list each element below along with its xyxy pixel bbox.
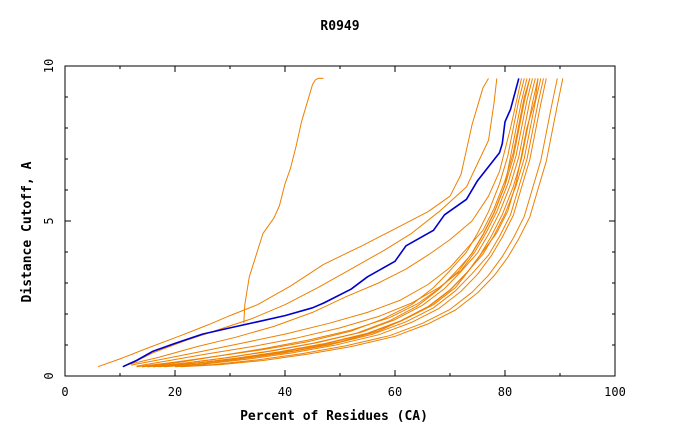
x-tick-label: 60 (388, 385, 402, 399)
series-layer (97, 77, 564, 368)
series-line-13 (130, 78, 531, 366)
y-tick-label: 0 (42, 372, 56, 379)
y-tick-label: 5 (42, 217, 56, 224)
y-axis-label: Distance Cutoff, A (20, 161, 35, 302)
series-line-12 (180, 78, 564, 368)
x-tick-label: 0 (61, 385, 68, 399)
series-line-16 (152, 78, 539, 368)
series-line-1 (243, 77, 324, 324)
series-line-3 (130, 78, 498, 365)
y-tick-label: 10 (42, 59, 56, 73)
series-line-2 (97, 78, 489, 368)
series-line-10 (163, 78, 547, 368)
chart-title: R0949 (320, 19, 359, 34)
x-tick-label: 80 (498, 385, 512, 399)
series-line-5 (136, 78, 525, 368)
series-line-9 (158, 78, 544, 368)
highlight-series-line (122, 78, 520, 368)
x-tick-label: 20 (168, 385, 182, 399)
plot-frame (64, 65, 616, 377)
x-tick-label: 100 (604, 385, 626, 399)
series-line-15 (141, 78, 528, 368)
ticks-layer: 0 20 40 60 80 100 0 5 10 (42, 59, 626, 399)
series-line-7 (147, 78, 536, 368)
x-axis-label: Percent of Residues (CA) (240, 409, 428, 424)
series-line-17 (147, 78, 539, 368)
series-line-11 (174, 78, 558, 368)
series-line-6 (141, 78, 531, 368)
x-tick-label: 40 (278, 385, 292, 399)
series-line-4 (125, 78, 522, 366)
